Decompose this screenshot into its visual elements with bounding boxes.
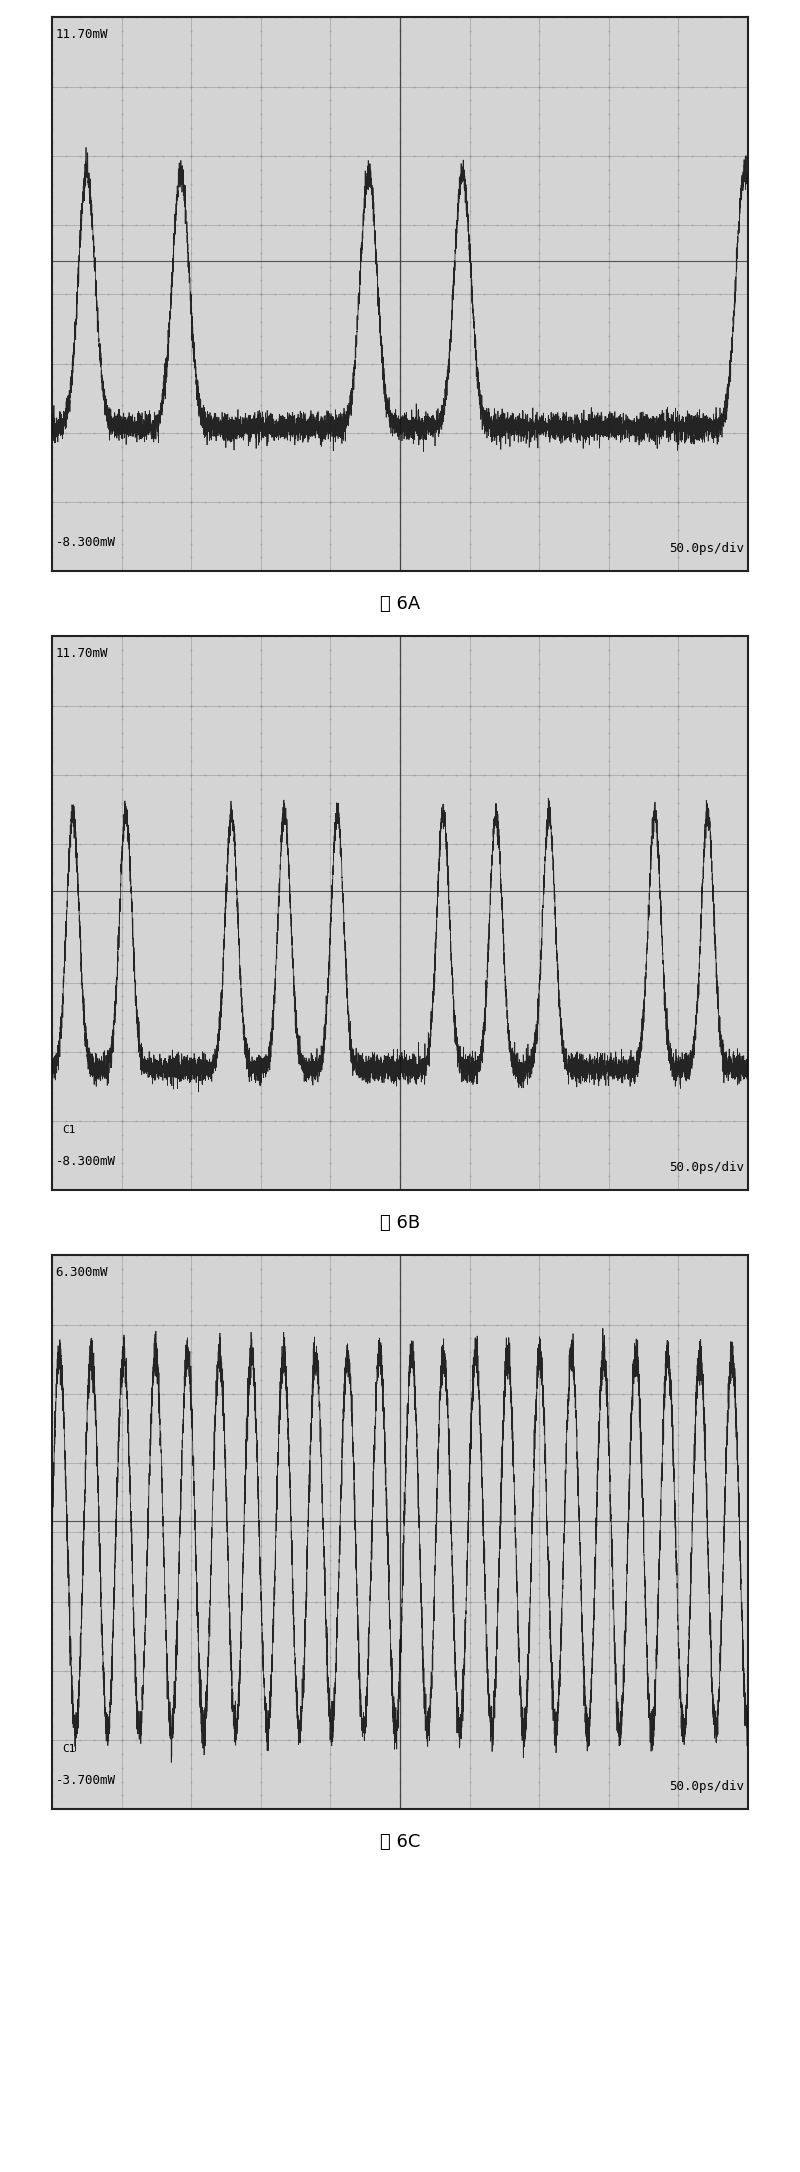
- Text: 11.70mW: 11.70mW: [55, 28, 108, 41]
- Text: 50.0ps/div: 50.0ps/div: [670, 1779, 745, 1792]
- Text: -8.300mW: -8.300mW: [55, 536, 115, 550]
- Text: 11.70mW: 11.70mW: [55, 647, 108, 660]
- Text: 图 6B: 图 6B: [380, 1214, 420, 1232]
- Text: 图 6A: 图 6A: [380, 595, 420, 613]
- Text: -8.300mW: -8.300mW: [55, 1156, 115, 1169]
- Text: -3.700mW: -3.700mW: [55, 1775, 115, 1788]
- Text: 50.0ps/div: 50.0ps/div: [670, 1160, 745, 1173]
- Text: 6.300mW: 6.300mW: [55, 1266, 108, 1279]
- Text: C1: C1: [62, 1125, 76, 1134]
- Text: 图 6C: 图 6C: [380, 1833, 420, 1851]
- Text: C1: C1: [62, 1744, 76, 1755]
- Text: 50.0ps/div: 50.0ps/div: [670, 541, 745, 554]
